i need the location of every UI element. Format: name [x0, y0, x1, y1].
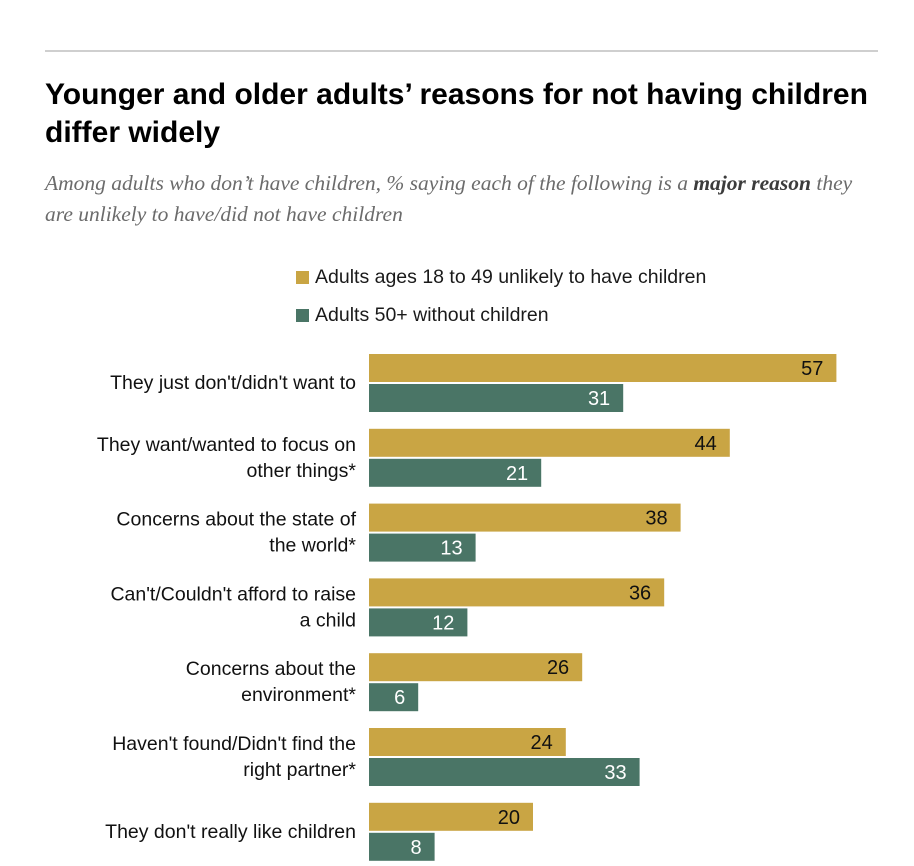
category-label-line: a child — [300, 609, 356, 631]
bar-older — [369, 458, 542, 487]
value-label-younger: 36 — [629, 582, 651, 604]
value-label-older: 12 — [432, 612, 454, 634]
value-label-younger: 57 — [801, 358, 823, 380]
value-label-older: 6 — [394, 687, 405, 709]
bar-younger — [369, 428, 730, 457]
subtitle-emphasis: major reason — [693, 171, 812, 195]
category-label-line: They just don't/didn't want to — [110, 372, 356, 394]
value-label-younger: 20 — [498, 807, 520, 829]
category-label: Can't/Couldn't afford to raise a child — [110, 583, 356, 631]
bar-older — [369, 758, 640, 786]
subtitle-text-2: they are unlikely to have/did not have c… — [45, 171, 853, 226]
value-label-older: 8 — [410, 837, 421, 859]
bar-younger — [369, 653, 583, 682]
legend-item-older: Adults 50+ without children — [296, 296, 706, 334]
category-label: They don't really like children — [105, 821, 356, 843]
bar-older — [369, 832, 435, 861]
subtitle-text-1: Among adults who don’t have children, % … — [45, 171, 694, 195]
category-label-line: Haven't found/Didn't find the — [112, 733, 356, 755]
category-label-line: Concerns about the — [186, 658, 356, 680]
legend-swatch-younger — [296, 270, 309, 284]
value-label-older: 13 — [440, 538, 462, 560]
bar-older — [369, 608, 468, 637]
bar-younger — [369, 802, 533, 831]
value-label-younger: 44 — [695, 433, 717, 455]
category-label-line: other things* — [247, 460, 357, 482]
category-label: Concerns about the environment* — [186, 658, 357, 706]
chart-legend: Adults ages 18 to 49 unlikely to have ch… — [296, 258, 706, 334]
value-label-older: 31 — [588, 388, 610, 410]
chart-subtitle: Among adults who don’t have children, % … — [45, 168, 875, 230]
value-label-older: 21 — [506, 463, 528, 485]
category-label: Haven't found/Didn't find the right partn… — [112, 733, 356, 781]
chart-title: Younger and older adults’ reasons for no… — [45, 78, 868, 149]
value-label-younger: 38 — [645, 508, 667, 530]
category-label-line: right partner* — [243, 759, 356, 781]
category-label: They want/wanted to focus on other things… — [97, 434, 356, 482]
legend-swatch-older — [296, 308, 309, 322]
bar-younger — [369, 354, 837, 382]
category-label-line: environment* — [241, 684, 356, 706]
bar-younger — [369, 503, 681, 532]
category-label: They just don't/didn't want to — [110, 372, 356, 394]
category-label-line: Can't/Couldn't afford to raise — [110, 583, 356, 605]
bar-older — [369, 384, 624, 412]
bar-younger — [369, 578, 665, 607]
bar-older — [369, 533, 476, 562]
value-label-older: 33 — [604, 762, 626, 784]
legend-label-younger: Adults ages 18 to 49 unlikely to have ch… — [315, 265, 707, 288]
category-label-line: They don't really like children — [105, 821, 356, 843]
category-label-line: the world* — [269, 535, 356, 557]
value-label-younger: 24 — [531, 732, 553, 754]
category-label: Concerns about the state of the world* — [116, 509, 356, 557]
legend-label-older: Adults 50+ without children — [315, 303, 549, 326]
category-label-line: Concerns about the state of — [116, 509, 356, 531]
bar-older — [369, 683, 419, 712]
value-label-younger: 26 — [547, 657, 569, 679]
category-label-line: They want/wanted to focus on — [97, 434, 356, 456]
legend-item-younger: Adults ages 18 to 49 unlikely to have ch… — [296, 258, 706, 296]
bar-younger — [369, 728, 566, 756]
top-rule — [45, 50, 878, 52]
